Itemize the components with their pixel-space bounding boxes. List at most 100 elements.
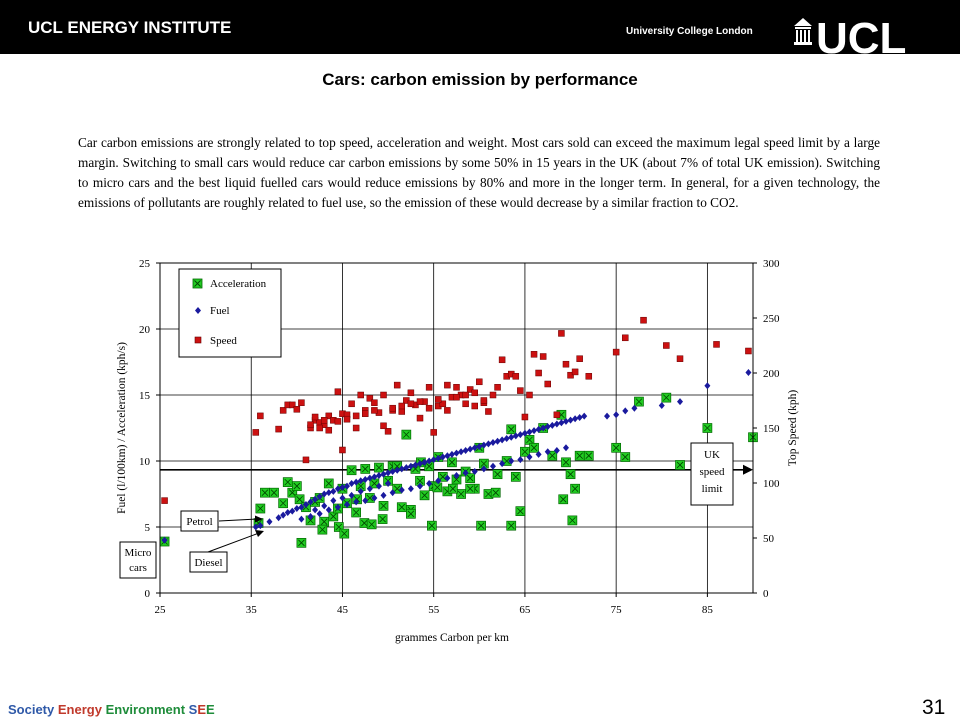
acceleration-point <box>456 489 466 499</box>
acceleration-point-cross <box>361 465 369 473</box>
fuel-point <box>312 495 319 503</box>
fuel-point <box>316 510 323 518</box>
speed-point <box>676 355 684 362</box>
fuel-point <box>403 464 410 472</box>
fuel-point <box>458 448 465 456</box>
acceleration-point-cross <box>576 452 583 460</box>
speed-point <box>339 446 346 454</box>
acceleration-point-cross <box>421 492 428 499</box>
x-tick-label: 75 <box>611 604 623 616</box>
speed-point <box>622 334 629 342</box>
fuel-point <box>307 498 314 506</box>
speed-point <box>416 398 424 405</box>
speed-point <box>439 400 447 408</box>
fuel-point <box>362 497 369 505</box>
speed-point <box>466 386 474 393</box>
fuel-point <box>380 491 387 499</box>
speed-point <box>257 412 264 420</box>
legend-acceleration-cross <box>194 280 201 287</box>
fuel-point <box>348 491 355 499</box>
y-right-tick-label: 300 <box>763 258 780 270</box>
fuel-point <box>544 448 551 456</box>
legend: Acceleration Fuel Speed <box>178 268 282 358</box>
speed-point <box>357 391 364 399</box>
acceleration-point <box>360 464 371 474</box>
micro-label-line1: Micro <box>125 547 152 559</box>
speed-point <box>489 391 497 399</box>
logo-text: UCL <box>816 14 906 54</box>
acceleration-point-cross <box>448 459 456 466</box>
acceleration-point-cross <box>357 482 364 490</box>
acceleration-point-cross <box>507 522 515 529</box>
acceleration-point <box>492 469 503 480</box>
fuel-point <box>321 502 328 510</box>
institute-name: UCL ENERGY INSTITUTE <box>28 18 232 37</box>
fuel-point <box>385 479 392 487</box>
acceleration-point <box>282 477 293 487</box>
fuel-point <box>622 407 629 415</box>
fuel-point <box>293 505 300 513</box>
speed-point <box>462 391 469 399</box>
y-tick-label: 25 <box>139 258 151 270</box>
speed-point <box>289 401 296 409</box>
fuel-point <box>375 472 382 480</box>
intro-paragraph: Car carbon emissions are strongly relate… <box>78 135 880 210</box>
fuel-point <box>362 475 369 483</box>
acceleration-point <box>515 506 526 517</box>
acceleration-point-cross <box>480 460 488 467</box>
speed-point <box>389 404 396 412</box>
acceleration-point-cross <box>477 522 485 529</box>
fuel-point <box>371 473 378 481</box>
fuel-point <box>353 498 360 506</box>
acceleration-point-cross <box>330 513 337 520</box>
fuel-point <box>499 460 506 468</box>
acceleration-point-cross <box>439 473 447 481</box>
x-tick-label: 45 <box>337 604 349 616</box>
fuel-point <box>439 453 446 461</box>
acceleration-point <box>465 473 476 484</box>
fuel-point <box>307 512 314 520</box>
y-right-tick-label: 250 <box>763 313 780 325</box>
reference-line-layer <box>160 464 753 475</box>
acceleration-point <box>278 498 289 509</box>
petrol-label: Petrol <box>186 516 212 528</box>
acceleration-point <box>323 478 334 489</box>
acceleration-point-cross <box>320 518 328 526</box>
acceleration-point <box>465 483 476 494</box>
acceleration-point <box>378 501 389 511</box>
fuel-point <box>339 483 346 491</box>
footer-tagline: Society Energy Environment SEE <box>8 702 215 717</box>
acceleration-point-cross <box>530 444 538 452</box>
fuel-point <box>266 518 273 526</box>
acceleration-point <box>558 494 569 505</box>
fuel-point <box>677 398 684 406</box>
acceleration-point <box>333 522 344 532</box>
fuel-point <box>435 454 442 462</box>
fuel-point <box>508 433 515 441</box>
speed-point <box>453 384 460 391</box>
acceleration-point <box>396 502 407 513</box>
acceleration-point-cross <box>403 431 410 438</box>
footer-acronym-s: S <box>188 702 198 717</box>
fuel-point <box>316 493 323 501</box>
acceleration-point-cross <box>319 526 326 533</box>
ucl-logo: UCL <box>794 14 906 54</box>
acceleration-point-cross <box>352 509 360 516</box>
speed-point <box>325 412 333 420</box>
fuel-point <box>321 490 328 498</box>
speed-point <box>325 426 333 434</box>
fuel-point <box>280 511 287 519</box>
speed-point <box>371 407 378 414</box>
fuel-point <box>330 497 337 505</box>
fuel-point <box>357 487 364 495</box>
acceleration-point-cross <box>425 462 433 470</box>
fuel-point <box>604 412 611 420</box>
speed-point <box>526 391 533 399</box>
fuel-point <box>544 423 551 431</box>
diesel-label: Diesel <box>194 557 222 569</box>
acceleration-point-cross <box>521 448 529 456</box>
fuel-point <box>325 506 332 514</box>
fuel-point <box>581 412 588 420</box>
fuel-point <box>485 440 492 448</box>
fuel-point <box>417 460 424 468</box>
